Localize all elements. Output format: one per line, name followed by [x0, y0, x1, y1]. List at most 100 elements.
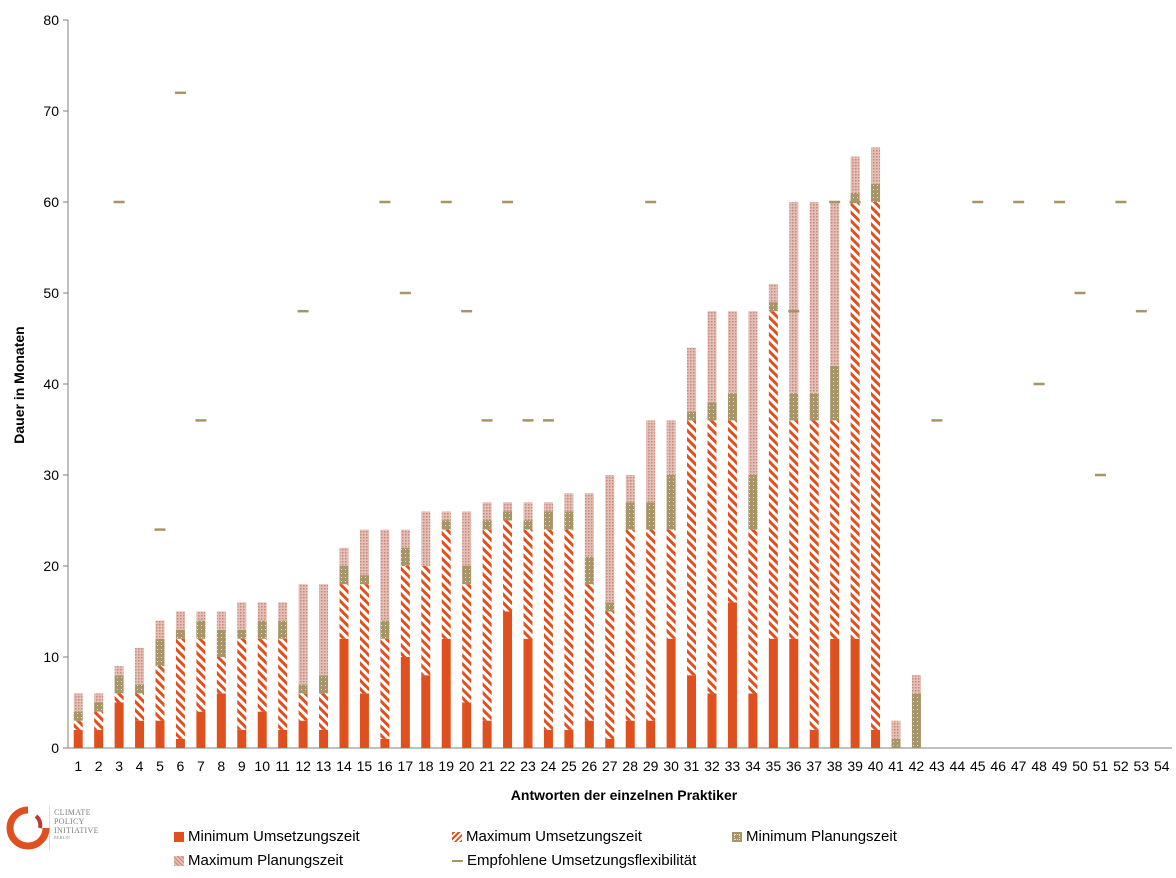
- bar-max-umsetzung: [380, 638, 390, 739]
- bar-min-planung: [339, 566, 349, 585]
- bar-min-umsetzung: [748, 693, 758, 748]
- x-tick-label: 2: [95, 758, 103, 774]
- x-tick-label: 23: [520, 758, 536, 774]
- y-tick-label: 60: [43, 194, 59, 210]
- x-axis-title: Antworten der einzelnen Praktiker: [511, 787, 738, 803]
- bar-min-planung: [707, 402, 717, 421]
- bar-max-planung: [564, 493, 574, 512]
- x-tick-label: 19: [438, 758, 454, 774]
- bar-max-umsetzung: [257, 638, 267, 712]
- bar-min-planung: [789, 393, 799, 421]
- bar-max-planung: [298, 584, 308, 685]
- legend-label: Minimum Planungszeit: [746, 828, 897, 845]
- bar-min-planung: [73, 711, 83, 721]
- bar-min-umsetzung: [400, 657, 410, 748]
- x-tick-label: 32: [704, 758, 720, 774]
- x-tick-label: 36: [786, 758, 802, 774]
- x-tick-label: 10: [254, 758, 270, 774]
- checkered-swatch-icon: [174, 855, 184, 866]
- x-tick-label: 37: [806, 758, 822, 774]
- bar-max-planung: [380, 529, 390, 621]
- y-tick-label: 10: [43, 649, 59, 665]
- bar-min-umsetzung: [237, 729, 247, 748]
- bar-max-umsetzung: [523, 529, 533, 639]
- legend-item-empfohlen: Empfohlene Umsetzungsflexibilität: [452, 852, 696, 869]
- bar-max-umsetzung: [135, 693, 145, 721]
- bar-min-planung: [768, 302, 778, 312]
- y-tick-label: 50: [43, 285, 59, 301]
- legend-label: Empfohlene Umsetzungsflexibilität: [467, 852, 697, 869]
- bar-max-umsetzung: [850, 202, 860, 639]
- bar-min-planung: [94, 702, 104, 712]
- bar-max-umsetzung: [789, 420, 799, 639]
- recommendation-marker: [1013, 200, 1025, 204]
- bar-max-planung: [73, 693, 83, 712]
- bar-min-planung: [605, 602, 615, 612]
- recommendation-marker: [645, 200, 657, 204]
- legend: Minimum Umsetzungszeit Maximum Umsetzung…: [174, 824, 974, 878]
- legend-label: Minimum Umsetzungszeit: [188, 828, 360, 845]
- recommendation-marker: [972, 200, 984, 204]
- x-tick-label: 18: [418, 758, 434, 774]
- bar-min-umsetzung: [666, 638, 676, 748]
- legend-item-max-planung: Maximum Planungszeit: [174, 852, 343, 869]
- bar-min-planung: [584, 556, 594, 585]
- recommendation-marker: [542, 419, 554, 422]
- bar-max-umsetzung: [646, 529, 656, 721]
- x-tick-label: 9: [238, 758, 246, 774]
- recommendation-marker: [849, 200, 861, 204]
- bar-min-planung: [482, 520, 492, 530]
- bar-max-planung: [278, 602, 288, 621]
- bar-min-umsetzung: [135, 720, 145, 748]
- y-tick-label: 70: [43, 103, 59, 119]
- bar-min-planung: [155, 638, 165, 667]
- bar-min-umsetzung: [564, 729, 574, 748]
- bar-max-umsetzung: [543, 529, 553, 730]
- bar-min-planung: [871, 183, 881, 202]
- x-tick-label: 4: [136, 758, 144, 774]
- bar-max-planung: [768, 283, 778, 303]
- x-tick-label: 45: [970, 758, 986, 774]
- x-tick-label: 49: [1052, 758, 1068, 774]
- bar-max-umsetzung: [707, 420, 717, 694]
- bar-min-planung: [462, 566, 472, 585]
- recommendation-marker: [1033, 382, 1045, 386]
- bar-max-umsetzung: [216, 657, 226, 694]
- recommendation-marker: [461, 309, 473, 313]
- recommendation-marker: [379, 200, 391, 204]
- bar-max-umsetzung: [584, 584, 594, 721]
- bars: [73, 147, 921, 748]
- x-tick-label: 12: [295, 758, 311, 774]
- x-tick-label: 33: [725, 758, 741, 774]
- x-tick-label: 26: [582, 758, 598, 774]
- bar-min-planung: [850, 192, 860, 202]
- x-tick-label: 14: [336, 758, 352, 774]
- bar-min-umsetzung: [155, 720, 165, 748]
- recommendation-marker: [1094, 473, 1106, 477]
- bar-min-planung: [666, 475, 676, 530]
- bar-max-planung: [911, 675, 921, 694]
- recommendation-marker: [113, 200, 125, 204]
- bar-max-planung: [646, 420, 656, 503]
- x-tick-label: 24: [541, 758, 557, 774]
- bar-min-umsetzung: [380, 738, 390, 748]
- bar-min-planung: [503, 511, 513, 521]
- bar-max-planung: [523, 502, 533, 521]
- bar-max-planung: [339, 547, 349, 566]
- bar-min-umsetzung: [114, 702, 124, 748]
- legend-label: Maximum Umsetzungszeit: [466, 828, 642, 845]
- bar-min-umsetzung: [503, 611, 513, 748]
- x-tick-label: 54: [1154, 758, 1170, 774]
- x-tick-label: 1: [74, 758, 82, 774]
- x-tick-label: 42: [909, 758, 925, 774]
- bar-max-umsetzung: [421, 566, 431, 676]
- bar-min-planung: [400, 547, 410, 566]
- y-tick-label: 0: [51, 740, 59, 756]
- bar-min-planung: [441, 520, 451, 530]
- bar-max-umsetzung: [319, 693, 329, 730]
- bar-max-planung: [196, 611, 206, 621]
- recommendation-marker: [1135, 309, 1147, 313]
- bar-max-umsetzung: [339, 584, 349, 639]
- bar-max-planung: [871, 147, 881, 184]
